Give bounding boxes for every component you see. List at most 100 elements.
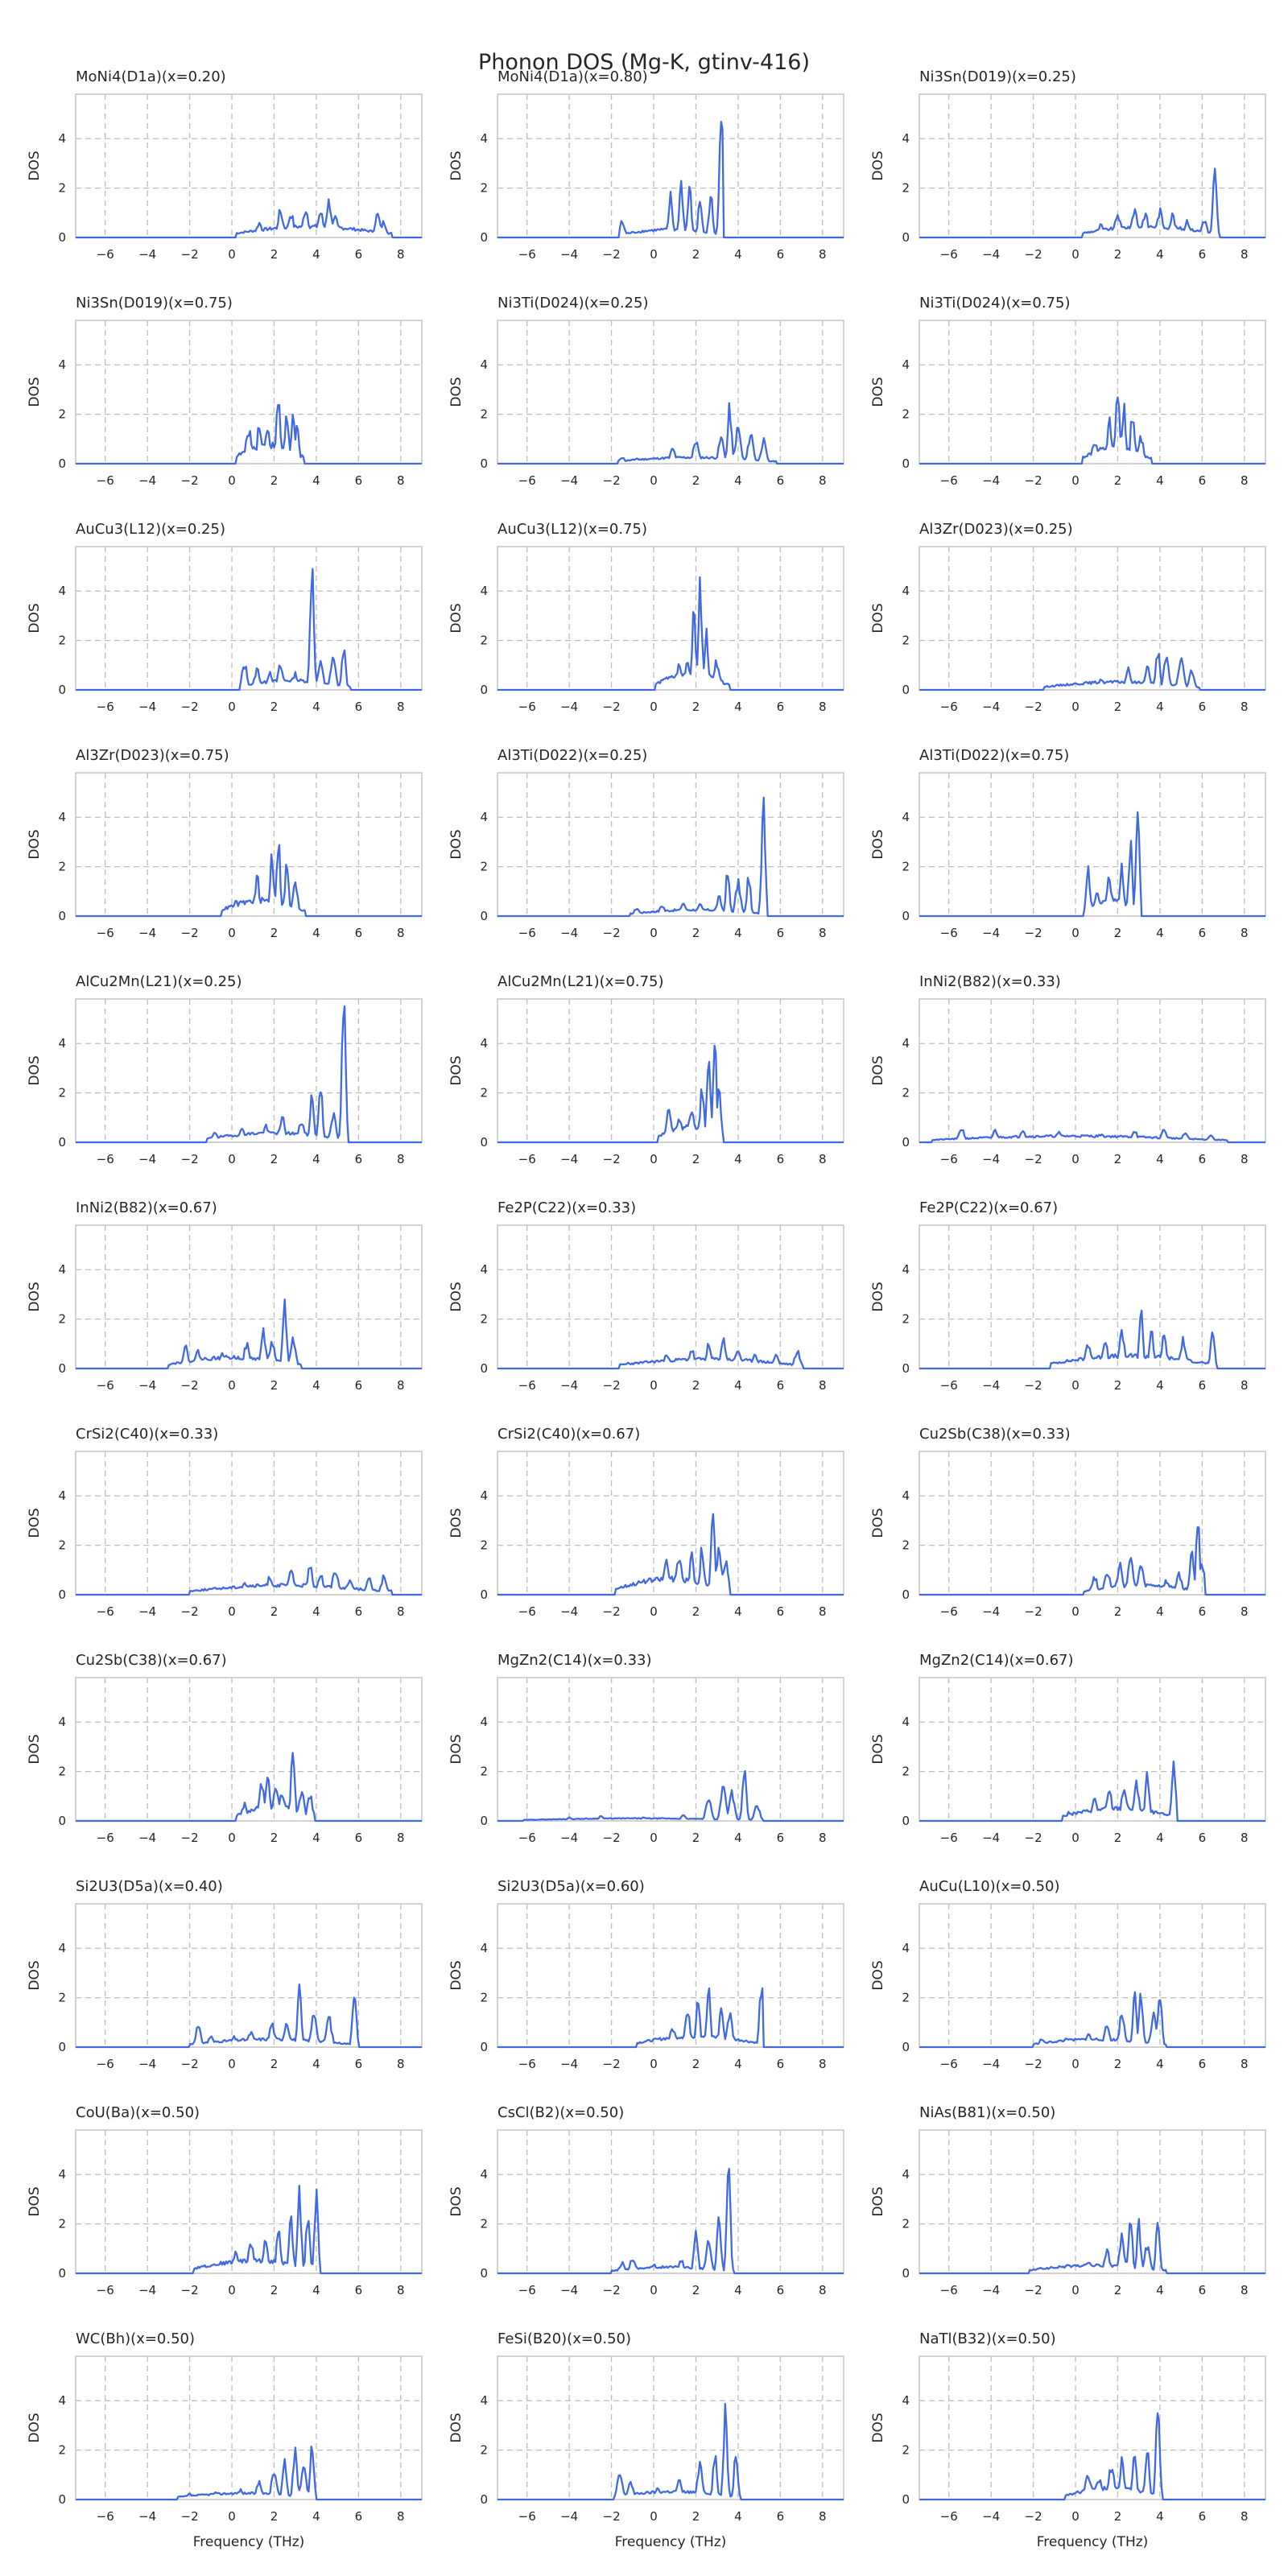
dos-line [497, 2403, 844, 2501]
y-axis-label: DOS [448, 2413, 464, 2442]
x-tick-label: 4 [312, 700, 320, 714]
y-axis-label: DOS [870, 1960, 886, 1990]
x-tick-label: −6 [97, 1152, 114, 1166]
x-tick-label: −2 [1025, 1604, 1042, 1619]
x-tick-label: −6 [940, 1604, 958, 1619]
y-tick-label: 2 [480, 2217, 488, 2231]
x-tick-label: 6 [1199, 926, 1207, 940]
y-tick-label: 4 [480, 1488, 488, 1503]
y-tick-label: 4 [480, 1715, 488, 1729]
x-tick-label: 8 [1241, 926, 1249, 940]
dos-panel: CoU(Ba)(x=0.50) −6 −4 −2 0 2 4 6 8 0 2 4 DOS [27, 2104, 423, 2297]
x-tick-label: 6 [1199, 473, 1207, 488]
dos-line [76, 1298, 422, 1370]
x-tick-label: 2 [1114, 700, 1122, 714]
x-tick-label: 2 [692, 1152, 700, 1166]
x-tick-label: 0 [650, 2509, 658, 2524]
panel-title: AuCu3(L12)(x=0.75) [497, 521, 647, 538]
x-tick-label: 4 [734, 247, 742, 262]
x-tick-label: 6 [777, 1378, 785, 1393]
y-tick-label: 4 [902, 2167, 910, 2182]
x-tick-label: −6 [518, 1152, 536, 1166]
dos-panel: NaTl(B32)(x=0.50) −6 −4 −2 0 2 4 6 8 0 2 4 DOS Freque… [870, 2330, 1266, 2550]
panel-title: Ni3Sn(D019)(x=0.25) [919, 68, 1076, 85]
x-tick-label: −2 [181, 1604, 199, 1619]
y-axis-label: DOS [870, 1282, 886, 1311]
x-tick-label: 6 [1199, 1152, 1207, 1166]
plot-frame [497, 546, 844, 691]
y-tick-label: 4 [480, 131, 488, 146]
panel-title: Ni3Ti(D024)(x=0.25) [497, 295, 648, 312]
plot-frame [75, 1677, 423, 1822]
y-tick-label: 2 [902, 1765, 910, 1779]
panel-title: AuCu3(L12)(x=0.25) [76, 521, 225, 538]
dos-panel: InNi2(B82)(x=0.67) −6 −4 −2 0 2 4 6 8 0 2 4 DOS [27, 1199, 423, 1393]
x-tick-label: 0 [1071, 700, 1080, 714]
x-tick-label: 4 [734, 2057, 742, 2071]
x-tick-label: 0 [1071, 2283, 1080, 2297]
dos-line [919, 1761, 1265, 1823]
dos-panel: CrSi2(C40)(x=0.67) −6 −4 −2 0 2 4 6 8 0 2 4 DOS [448, 1426, 844, 1619]
x-tick-label: 0 [1071, 1604, 1080, 1619]
y-axis-label: DOS [27, 603, 43, 633]
x-tick-label: 2 [270, 2509, 279, 2524]
x-tick-label: 0 [228, 926, 236, 940]
dos-line [497, 121, 844, 239]
plot-frame [75, 1224, 423, 1369]
x-tick-label: 0 [1071, 926, 1080, 940]
panel-title: Cu2Sb(C38)(x=0.33) [919, 1426, 1071, 1443]
y-axis-label: DOS [27, 2413, 43, 2442]
y-tick-label: 2 [58, 1538, 66, 1553]
y-tick-label: 4 [480, 357, 488, 372]
y-axis-label: DOS [448, 1734, 464, 1764]
y-tick-label: 2 [58, 2443, 66, 2458]
plot-frame [919, 1903, 1266, 2048]
plot-frame [497, 1677, 844, 1822]
y-tick-label: 2 [58, 634, 66, 648]
y-tick-label: 2 [58, 2217, 66, 2231]
plot-frame [919, 2355, 1266, 2500]
x-tick-label: 8 [1241, 247, 1249, 262]
x-tick-label: 2 [1114, 473, 1122, 488]
dos-panel: Si2U3(D5a)(x=0.40) −6 −4 −2 0 2 4 6 8 0 2 4 DOS [27, 1878, 423, 2071]
y-tick-label: 4 [58, 2167, 66, 2182]
x-tick-label: 2 [1114, 2509, 1122, 2524]
dos-panel: MgZn2(C14)(x=0.67) −6 −4 −2 0 2 4 6 8 0 2 4 DOS [870, 1652, 1266, 1845]
y-tick-label: 0 [902, 2266, 910, 2281]
x-tick-label: −2 [603, 1604, 621, 1619]
x-tick-label: 4 [312, 473, 320, 488]
x-tick-label: 4 [734, 473, 742, 488]
x-tick-label: −4 [138, 1378, 156, 1393]
y-tick-label: 4 [480, 1036, 488, 1051]
x-tick-label: −6 [940, 247, 958, 262]
panel-title: NiAs(B81)(x=0.50) [919, 2104, 1055, 2121]
panel-title: FeSi(B20)(x=0.50) [497, 2330, 631, 2347]
x-tick-label: 4 [1156, 1831, 1164, 1845]
dos-panel: Ni3Ti(D024)(x=0.75) −6 −4 −2 0 2 4 6 8 0 2 4 DOS [870, 295, 1266, 488]
dos-line [76, 198, 422, 239]
x-tick-label: 6 [355, 2057, 363, 2071]
x-tick-label: −2 [603, 2283, 621, 2297]
y-axis-label: DOS [448, 151, 464, 180]
y-tick-label: 2 [902, 634, 910, 648]
x-tick-label: 8 [819, 2283, 827, 2297]
y-tick-label: 4 [902, 810, 910, 824]
x-tick-label: −4 [560, 473, 578, 488]
x-tick-label: 2 [692, 2283, 700, 2297]
x-tick-label: 6 [777, 1152, 785, 1166]
x-tick-label: 0 [228, 2509, 236, 2524]
panel-title: Al3Ti(D022)(x=0.75) [919, 747, 1069, 764]
x-tick-label: −2 [603, 1378, 621, 1393]
dos-panel: Fe2P(C22)(x=0.33) −6 −4 −2 0 2 4 6 8 0 2 4 DOS [448, 1199, 844, 1393]
y-axis-label: DOS [448, 377, 464, 407]
y-tick-label: 4 [902, 357, 910, 372]
x-tick-label: −6 [97, 2057, 114, 2071]
x-tick-label: 2 [270, 926, 279, 940]
y-tick-label: 2 [480, 634, 488, 648]
x-tick-label: 2 [270, 1831, 279, 1845]
y-tick-label: 4 [58, 1941, 66, 1955]
dos-panel: CrSi2(C40)(x=0.33) −6 −4 −2 0 2 4 6 8 0 2 4 DOS [27, 1426, 423, 1619]
y-tick-label: 0 [58, 2266, 66, 2281]
x-tick-label: −2 [181, 1831, 199, 1845]
x-tick-label: 6 [355, 926, 363, 940]
